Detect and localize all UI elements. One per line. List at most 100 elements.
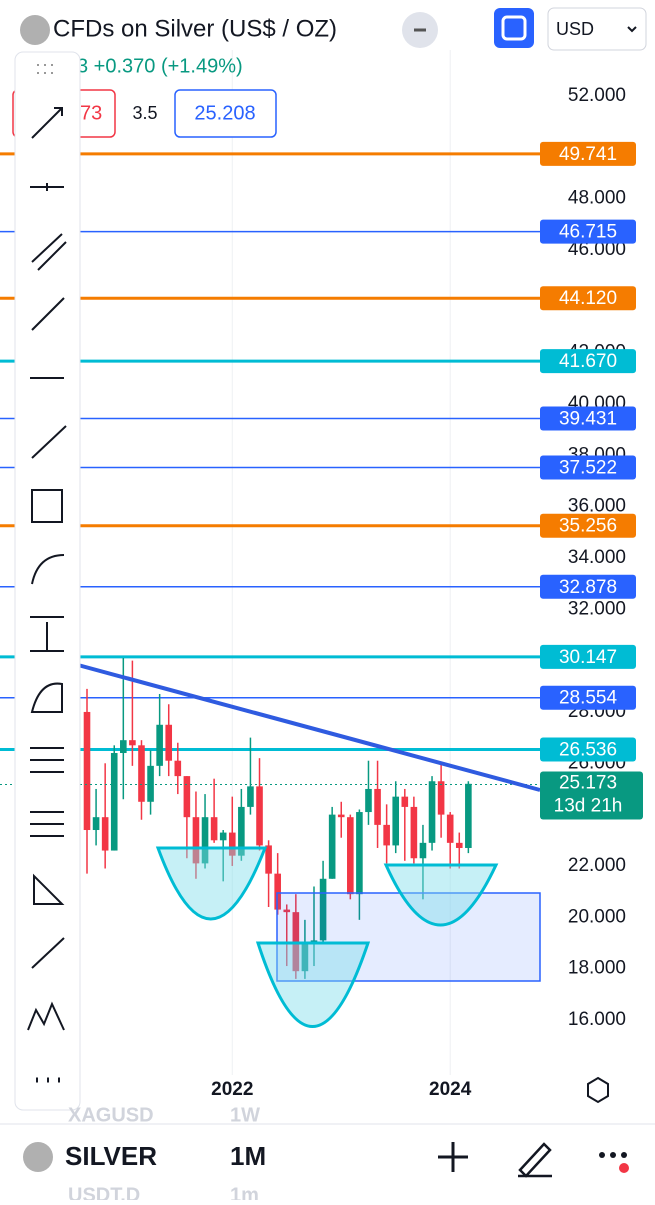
- candle-body: [337, 814, 345, 818]
- candle-body: [156, 724, 163, 766]
- candle-body: [410, 806, 418, 859]
- level-badge: [540, 406, 636, 431]
- candle-body: [455, 842, 463, 848]
- candle-body: [201, 817, 209, 864]
- candle-body: [419, 842, 427, 859]
- level-label: 39.431: [559, 409, 617, 430]
- candle-body: [301, 942, 309, 972]
- tool-arrow[interactable]: [31, 107, 63, 139]
- candle-body: [228, 832, 236, 856]
- interval[interactable]: 1M: [230, 1141, 266, 1171]
- candle-body: [356, 812, 363, 895]
- y-tick-label: 52.000: [568, 85, 626, 106]
- tool-rect[interactable]: [31, 489, 63, 523]
- change: 3 +0.370 (+1.49%): [77, 55, 243, 77]
- candle-body: [110, 753, 118, 851]
- header: CFDs on Silver (US$ / OZ) USD 3 +0.370 (…: [12, 7, 647, 138]
- fullscreen-icon: [501, 15, 527, 41]
- y-tick-label: 20.000: [568, 906, 626, 927]
- tool-fib[interactable]: [30, 747, 64, 773]
- candle-body: [319, 878, 327, 941]
- candle-body: [365, 788, 372, 813]
- candle-body: [120, 740, 127, 754]
- level-badge: [540, 513, 636, 538]
- candle-body: [174, 760, 182, 777]
- ask: 25.208: [194, 102, 255, 124]
- level-label: 44.120: [559, 288, 617, 309]
- level-label: 41.670: [559, 351, 617, 372]
- ask-box[interactable]: [174, 89, 277, 138]
- tool-ray[interactable]: [31, 425, 67, 459]
- settings-icon[interactable]: [587, 1076, 609, 1104]
- tool-pattern[interactable]: [27, 1001, 65, 1031]
- x-tick-label: 2022: [211, 1079, 253, 1100]
- symbol-icon: [23, 1142, 53, 1172]
- countdown: 13d 21h: [554, 796, 623, 817]
- level-badge: [540, 574, 636, 599]
- symbol[interactable]: SILVER: [65, 1141, 157, 1171]
- level-label: 49.741: [559, 144, 617, 165]
- ghost-symbol: XAGUSD: [68, 1104, 154, 1126]
- tool-hray[interactable]: [30, 183, 64, 191]
- range-box: [276, 892, 541, 982]
- candle-body: [256, 786, 263, 846]
- tool-arc[interactable]: [30, 682, 63, 713]
- candle-body: [437, 781, 445, 815]
- draw-button[interactable]: [518, 1142, 552, 1178]
- tool-range[interactable]: [30, 616, 64, 652]
- cup-right: [383, 863, 499, 927]
- candle-body: [247, 786, 254, 807]
- level-badge: [540, 455, 636, 480]
- footer: XAGUSD 1W SILVER 1M USDT.D 1m: [0, 1104, 655, 1205]
- candle-body: [183, 776, 191, 818]
- tool-curve[interactable]: [31, 554, 65, 585]
- candle-body: [192, 817, 200, 864]
- currency-select[interactable]: [547, 7, 647, 51]
- tool-triangle[interactable]: [33, 873, 65, 905]
- candle-body: [347, 817, 354, 895]
- level-badge: [540, 644, 636, 669]
- candle-body: [465, 783, 472, 848]
- ghost-interval: 1W: [230, 1104, 260, 1126]
- candle-body: [238, 806, 245, 856]
- level-label: 32.878: [559, 577, 617, 598]
- level-badge: [540, 349, 636, 374]
- level-label: 28.554: [559, 688, 618, 709]
- x-tick-label: 2024: [429, 1079, 472, 1100]
- candle-body: [392, 796, 400, 846]
- menu-button[interactable]: [599, 1152, 629, 1173]
- y-tick-label: 46.000: [568, 239, 626, 260]
- bid: 73: [80, 102, 102, 124]
- candle-body: [165, 724, 173, 761]
- candle-body: [374, 788, 381, 825]
- level-badge: [540, 737, 636, 762]
- cup-left: [155, 846, 268, 921]
- y-tick-label: 22.000: [568, 855, 626, 876]
- drawing-toolbar: [14, 51, 81, 1111]
- fullscreen-button[interactable]: [494, 8, 534, 48]
- candle-body: [147, 765, 154, 802]
- tool-fib2[interactable]: [30, 811, 64, 837]
- y-tick-label: 18.000: [568, 958, 626, 979]
- ghost-symbol: USDT.D: [68, 1184, 140, 1200]
- ghost-interval: 1m: [230, 1184, 259, 1200]
- candle-body: [129, 740, 136, 746]
- y-tick-label: 32.000: [568, 598, 626, 619]
- candle-body: [383, 824, 390, 846]
- tool-channel[interactable]: [31, 233, 67, 271]
- symbol-icon: [20, 15, 50, 45]
- candle-body: [92, 817, 100, 831]
- chevron: [627, 26, 637, 33]
- candle-body: [265, 845, 272, 874]
- plot: 16.00018.00020.00022.00026.00028.00032.0…: [0, 50, 626, 1100]
- add-button[interactable]: [438, 1142, 468, 1172]
- tool-line[interactable]: [31, 937, 65, 969]
- spread: 3.5: [132, 103, 157, 123]
- last-price-badge: [540, 771, 643, 820]
- tool-trend[interactable]: [31, 297, 65, 331]
- level-label: 26.536: [559, 740, 617, 761]
- candle-body: [274, 873, 281, 910]
- level-label: 35.256: [559, 516, 617, 537]
- level-badge: [540, 219, 636, 244]
